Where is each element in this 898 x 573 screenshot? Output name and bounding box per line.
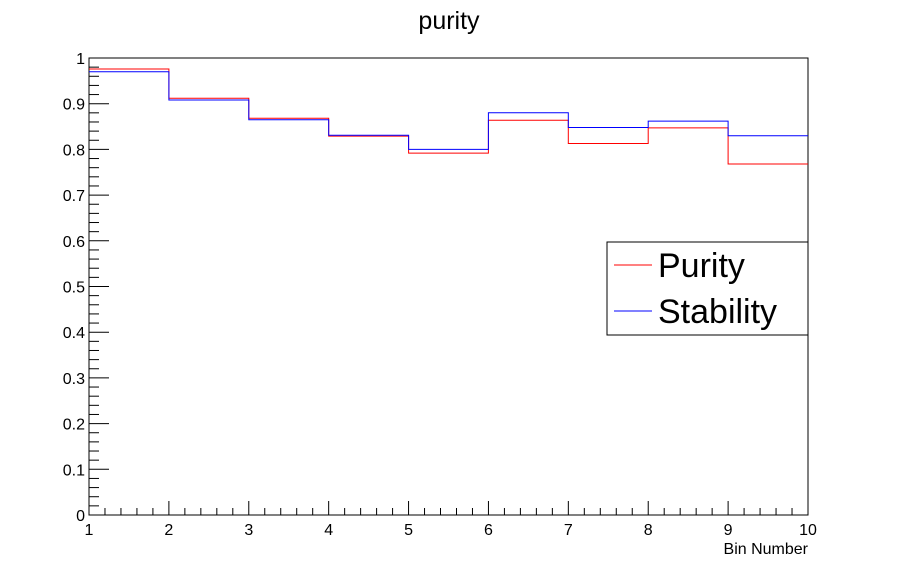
y-tick-label: 0.5 (63, 280, 85, 297)
y-axis: 0 0.1 0.2 0.3 0.4 0.5 0.6 0.7 0.8 0.9 1 (63, 51, 109, 525)
y-tick-label: 0.8 (63, 142, 85, 159)
legend-label-stability: Stability (658, 293, 777, 331)
x-tick-label: 4 (324, 522, 333, 539)
legend-label-purity: Purity (658, 247, 745, 285)
series-line-stability (89, 71, 808, 150)
y-tick-label: 0.4 (63, 325, 85, 342)
y-tick-label: 0.7 (63, 188, 85, 205)
x-tick-label: 3 (244, 522, 253, 539)
x-tick-label: 7 (564, 522, 573, 539)
y-tick-label: 0.2 (63, 417, 85, 434)
y-tick-label: 0.1 (63, 462, 85, 479)
x-tick-label: 8 (644, 522, 653, 539)
x-tick-label: 1 (85, 522, 94, 539)
x-tick-label: 10 (799, 522, 817, 539)
y-tick-label: 1 (76, 51, 85, 68)
y-tick-label: 0.3 (63, 371, 85, 388)
series-line-purity (89, 68, 808, 165)
x-tick-label: 6 (484, 522, 493, 539)
legend: Purity Stability (606, 241, 809, 336)
y-tick-label: 0 (76, 508, 85, 525)
series-layer (89, 68, 808, 165)
x-axis: 1 2 3 4 5 6 7 8 9 10 (85, 501, 817, 539)
y-tick-label: 0.6 (63, 234, 85, 251)
x-axis-label: Bin Number (724, 541, 809, 558)
legend-box (606, 241, 809, 336)
x-tick-label: 9 (724, 522, 733, 539)
y-tick-label: 0.9 (63, 97, 85, 114)
x-tick-label: 5 (404, 522, 413, 539)
x-tick-label: 2 (164, 522, 173, 539)
chart-title: purity (418, 7, 480, 35)
